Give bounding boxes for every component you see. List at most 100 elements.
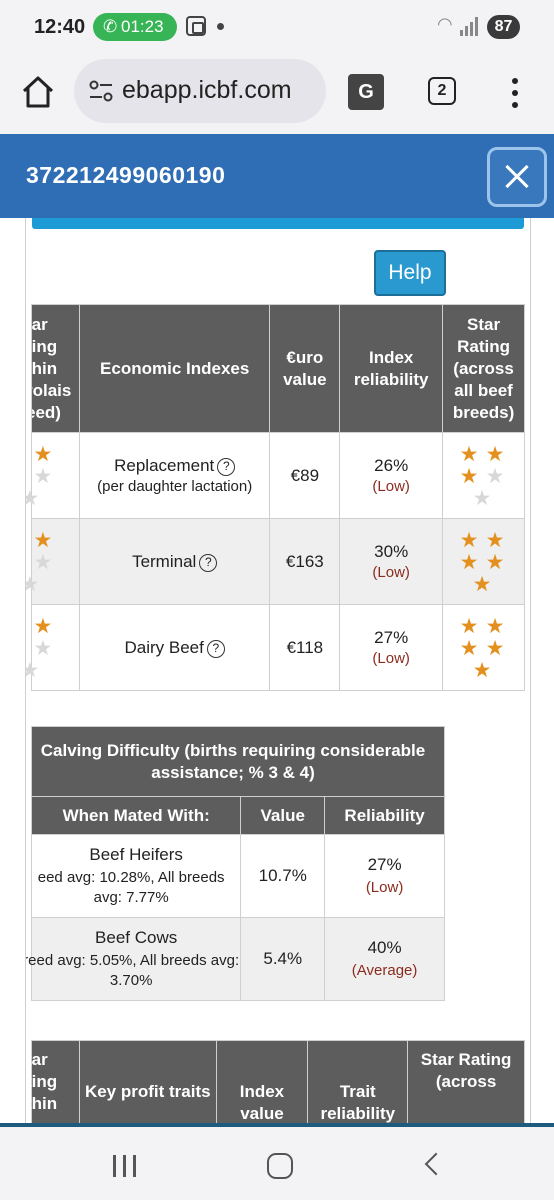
reliability-value: 40%: [367, 937, 402, 957]
mated-with-name: Beef Cows: [95, 927, 178, 947]
star-rating-breed: ★★★★★: [26, 432, 80, 519]
reliability-cell: 30% (Low): [339, 518, 444, 605]
reliability-value: 30%: [374, 542, 409, 561]
mated-with-cell: Beef Cows reed avg: 5.05%, All breeds avg…: [26, 917, 242, 1001]
euro-value: €89: [269, 432, 341, 519]
table-row: ★★★★★ Terminal? €163 30%(Low) ★★★★★: [26, 518, 525, 605]
star-icon: ★: [33, 550, 53, 574]
star-icon: ★: [26, 444, 27, 465]
reliability-value: 27%: [367, 854, 402, 874]
star-icon: ★: [485, 442, 505, 466]
header-index-reliability: Index reliability: [339, 304, 444, 433]
star-rating-all: ★ ★ ★ ★ ★: [442, 518, 525, 605]
star-icon: ★: [26, 466, 27, 487]
star-icon: ★: [485, 528, 505, 552]
table-row: ★★★★★ Replacement?(per daughter lactatio…: [26, 432, 525, 519]
home-button-icon[interactable]: [267, 1153, 293, 1179]
star-icon: ★: [459, 442, 479, 466]
header-star-rating-all: Star Rating (across all beef breeds): [442, 304, 525, 433]
reliability-level: (Average): [351, 961, 418, 979]
reliability-value: 26%: [374, 456, 409, 475]
home-icon[interactable]: [20, 74, 56, 110]
screen-record-icon: [186, 16, 206, 36]
star-rating-all: ★ ★ ★ ★ ★: [442, 604, 525, 691]
breed-average: eed avg: 10.28%, All breeds avg: 7.77%: [37, 868, 225, 906]
star-icon: ★: [26, 660, 39, 681]
header-euro-value: €uro value: [269, 304, 341, 433]
call-chip[interactable]: ✆ 01:23: [93, 13, 177, 41]
star-icon: ★: [26, 530, 27, 551]
header-star-rating-breed: tar ting thin: [26, 1040, 80, 1123]
star-rating-all: ★ ★ ★ ★ ★: [442, 432, 525, 519]
header-star-rating-all: Star Rating (across: [407, 1040, 525, 1123]
status-bar: 12:40 ✆ 01:23 ◠ 87: [0, 0, 554, 56]
recent-apps-icon[interactable]: [113, 1155, 137, 1177]
header-reliability: Reliability: [324, 796, 445, 835]
help-icon[interactable]: ?: [217, 458, 236, 476]
signal-icon: [460, 16, 482, 36]
calving-caption: Calving Difficulty (births requiring con…: [31, 726, 445, 797]
reliability-cell: 40% (Average): [324, 917, 445, 1001]
address-bar[interactable]: ebapp.icbf.com: [74, 59, 326, 123]
economic-indexes-table: tar ting thin rolais eed) Economic Index…: [26, 304, 525, 691]
star-icon: ★: [26, 488, 39, 509]
star-icon: ★: [472, 658, 492, 682]
star-icon: ★: [485, 636, 505, 660]
reliability-cell: 27% (Low): [339, 604, 444, 691]
header-key-profit-traits: Key profit traits: [78, 1040, 217, 1123]
star-icon: ★: [33, 528, 53, 552]
star-icon: ★: [33, 614, 53, 638]
key-profit-traits-table: tar ting thin Key profit traits Index va…: [26, 1040, 525, 1123]
header-index-value: Index value: [215, 1040, 309, 1123]
help-icon[interactable]: ?: [199, 553, 218, 572]
index-name: Dairy Beef: [124, 637, 204, 657]
star-icon: ★: [26, 616, 27, 637]
more-options-icon[interactable]: [505, 76, 525, 110]
index-name: Replacement: [114, 456, 215, 475]
call-timer: 01:23: [121, 17, 164, 36]
header-economic-indexes: Economic Indexes: [78, 304, 271, 433]
star-icon: ★: [459, 528, 479, 552]
star-icon: ★: [459, 550, 479, 574]
url-text: ebapp.icbf.com: [122, 76, 292, 104]
header-when-mated-with: When Mated With:: [30, 796, 242, 835]
index-name: Terminal: [132, 551, 197, 571]
header-trait-reliability: Trait reliability: [307, 1040, 409, 1123]
index-subtitle: (per daughter lactation): [97, 478, 253, 495]
content-area[interactable]: Help tar ting thin rolais eed) Economic …: [25, 218, 531, 1123]
reliability-cell: 26% (Low): [339, 432, 444, 519]
clock: 12:40: [34, 16, 86, 38]
back-icon[interactable]: [424, 1152, 448, 1176]
header-star-rating-breed: tar ting thin rolais eed): [31, 304, 80, 433]
index-name-cell: Replacement? (per daughter lactation): [78, 432, 271, 519]
help-icon[interactable]: ?: [206, 639, 225, 658]
header-value: Value: [240, 796, 326, 835]
star-icon: ★: [459, 464, 479, 488]
site-settings-icon[interactable]: [88, 79, 114, 103]
star-icon: ★: [485, 614, 505, 638]
reliability-level: (Low): [372, 650, 410, 667]
table-row: Beef Cows reed avg: 5.05%, All breeds avg…: [26, 917, 445, 1001]
translate-icon[interactable]: G: [348, 74, 384, 110]
modal-header: 372212499060190: [0, 134, 554, 218]
star-icon: ★: [459, 636, 479, 660]
breed-average: reed avg: 5.05%, All breeds avg: 3.70%: [25, 951, 240, 989]
reliability-value: 27%: [374, 628, 409, 647]
accent-bar: [32, 218, 524, 229]
euro-value: €118: [269, 604, 341, 691]
star-icon: ★: [33, 464, 53, 488]
star-icon: ★: [459, 614, 479, 638]
reliability-level: (Low): [372, 564, 410, 581]
animal-id-title: 372212499060190: [26, 162, 226, 188]
mated-with-cell: Beef Heifers eed avg: 10.28%, All breeds …: [30, 834, 242, 918]
close-button[interactable]: [487, 147, 547, 207]
star-icon: ★: [472, 486, 492, 510]
wifi-icon: ◠: [437, 14, 453, 34]
browser-toolbar: ebapp.icbf.com G 2: [0, 56, 554, 134]
star-icon: ★: [485, 550, 505, 574]
index-name-cell: Dairy Beef?: [78, 604, 271, 691]
help-button[interactable]: Help: [374, 250, 446, 296]
tab-switcher-button[interactable]: 2: [428, 77, 456, 105]
mated-with-name: Beef Heifers: [89, 844, 183, 864]
notification-dot-icon: [217, 23, 224, 30]
